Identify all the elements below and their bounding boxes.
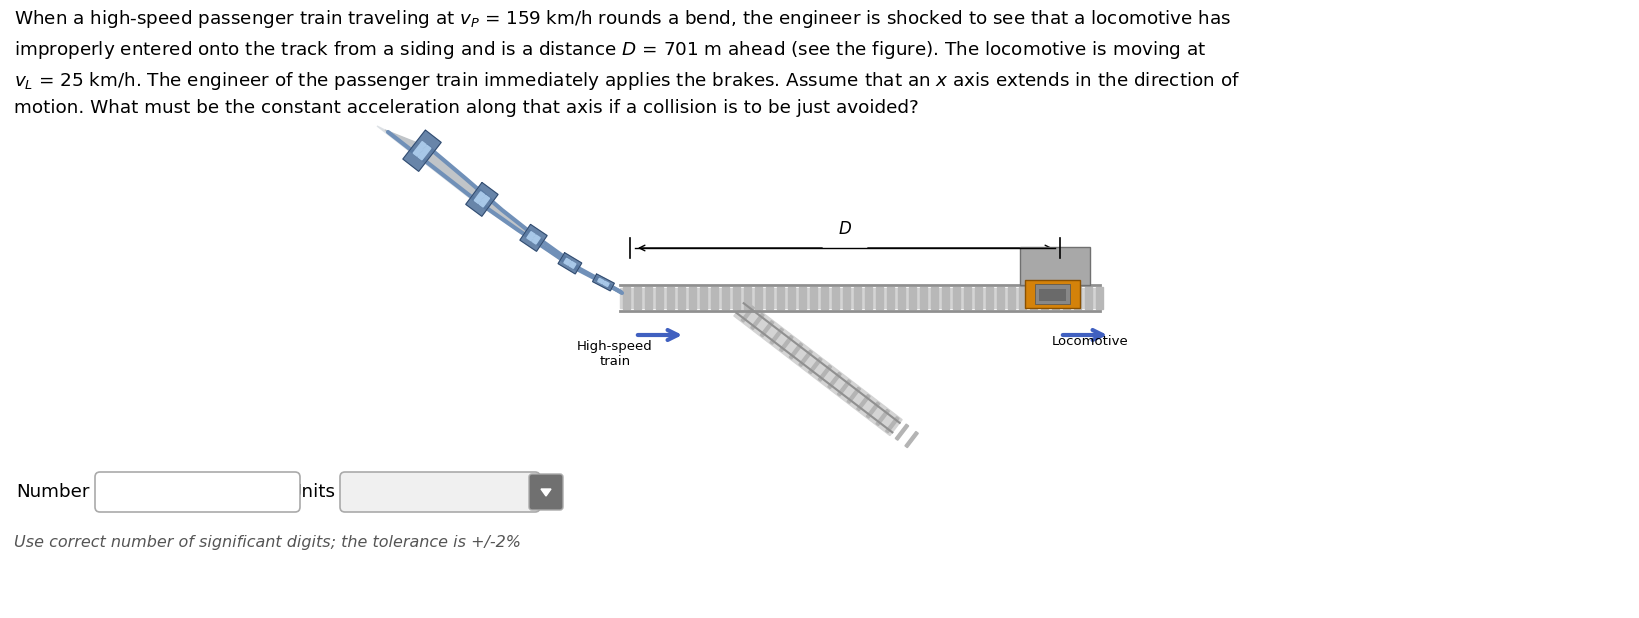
Polygon shape [751, 313, 764, 329]
Polygon shape [787, 287, 795, 309]
Polygon shape [644, 287, 652, 309]
Polygon shape [864, 287, 872, 309]
Bar [1019, 247, 1090, 285]
Polygon shape [1029, 287, 1036, 309]
Polygon shape [541, 489, 551, 496]
Polygon shape [711, 287, 718, 309]
Polygon shape [1018, 287, 1026, 309]
Polygon shape [592, 274, 615, 291]
Polygon shape [634, 287, 641, 309]
FancyBboxPatch shape [95, 472, 300, 512]
FancyBboxPatch shape [339, 472, 539, 512]
Polygon shape [667, 287, 674, 309]
Polygon shape [377, 126, 618, 290]
Polygon shape [828, 373, 841, 389]
Polygon shape [964, 287, 970, 309]
Polygon shape [474, 192, 485, 203]
Polygon shape [479, 195, 490, 207]
Polygon shape [564, 258, 570, 265]
Polygon shape [385, 130, 624, 295]
Polygon shape [985, 287, 992, 309]
Polygon shape [531, 235, 539, 244]
Polygon shape [1008, 287, 1015, 309]
Polygon shape [798, 350, 811, 366]
Text: Units: Units [288, 483, 334, 501]
Polygon shape [838, 380, 851, 396]
Text: Use correct number of significant digits; the tolerance is +/-2%: Use correct number of significant digits… [15, 536, 521, 551]
Polygon shape [856, 394, 870, 411]
Polygon shape [526, 232, 534, 241]
Bar [1039, 289, 1065, 301]
Polygon shape [821, 287, 828, 309]
Bar [1034, 284, 1069, 304]
Polygon shape [808, 358, 821, 374]
Polygon shape [413, 142, 426, 156]
Text: High-speed
train: High-speed train [577, 340, 652, 368]
Polygon shape [520, 224, 547, 252]
Polygon shape [1062, 287, 1069, 309]
Text: When a high-speed passenger train traveling at $v_P$ = 159 km/h rounds a bend, t: When a high-speed passenger train travel… [15, 8, 1239, 117]
Polygon shape [997, 287, 1003, 309]
Polygon shape [1051, 287, 1059, 309]
Polygon shape [810, 287, 816, 309]
Polygon shape [721, 287, 729, 309]
Polygon shape [885, 417, 898, 433]
Polygon shape [875, 287, 882, 309]
Polygon shape [931, 287, 938, 309]
Polygon shape [1085, 287, 1092, 309]
Polygon shape [854, 287, 860, 309]
Polygon shape [779, 336, 793, 352]
Polygon shape [418, 145, 431, 160]
Polygon shape [597, 278, 603, 284]
Text: $D$: $D$ [838, 220, 852, 238]
Polygon shape [700, 287, 706, 309]
Polygon shape [875, 409, 888, 425]
Polygon shape [777, 287, 783, 309]
Polygon shape [744, 287, 751, 309]
Polygon shape [733, 287, 739, 309]
Polygon shape [895, 424, 908, 440]
Polygon shape [1074, 287, 1080, 309]
Polygon shape [818, 365, 831, 381]
FancyBboxPatch shape [529, 474, 562, 510]
Polygon shape [798, 287, 805, 309]
Polygon shape [620, 288, 1100, 308]
Polygon shape [403, 130, 441, 171]
Polygon shape [741, 306, 754, 322]
Polygon shape [1041, 287, 1047, 309]
Polygon shape [908, 287, 916, 309]
Polygon shape [941, 287, 949, 309]
Polygon shape [765, 287, 772, 309]
Polygon shape [788, 343, 801, 359]
Polygon shape [831, 287, 839, 309]
Polygon shape [952, 287, 959, 309]
Polygon shape [865, 402, 879, 418]
Text: Locomotive: Locomotive [1051, 335, 1128, 348]
Polygon shape [770, 328, 783, 344]
Polygon shape [623, 287, 629, 309]
Polygon shape [688, 287, 695, 309]
Polygon shape [842, 287, 849, 309]
Polygon shape [557, 253, 582, 274]
Polygon shape [677, 287, 685, 309]
Polygon shape [975, 287, 982, 309]
Polygon shape [754, 287, 762, 309]
Bar [1024, 280, 1080, 308]
Polygon shape [465, 182, 498, 216]
Polygon shape [760, 321, 774, 337]
Polygon shape [569, 261, 575, 268]
Polygon shape [1095, 287, 1103, 309]
Text: Number: Number [16, 483, 90, 501]
Polygon shape [919, 287, 926, 309]
Polygon shape [656, 287, 662, 309]
Polygon shape [734, 300, 901, 436]
Polygon shape [603, 281, 608, 287]
Polygon shape [887, 287, 893, 309]
Polygon shape [898, 287, 905, 309]
Polygon shape [847, 387, 860, 404]
Polygon shape [905, 431, 918, 447]
